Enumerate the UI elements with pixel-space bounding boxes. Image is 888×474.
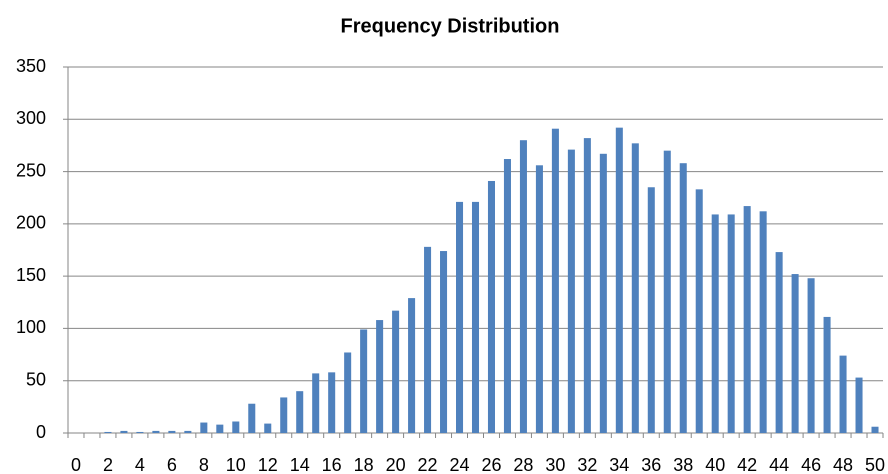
y-tick-label: 300 [16, 108, 46, 128]
y-tick-label: 200 [16, 213, 46, 233]
bar [599, 153, 607, 433]
x-tick-label: 6 [167, 455, 177, 474]
bar [200, 422, 208, 433]
bar [487, 180, 495, 433]
bar [216, 424, 224, 433]
x-tick-label: 36 [641, 455, 661, 474]
x-tick-label: 32 [577, 455, 597, 474]
bar [871, 426, 879, 433]
x-tick-label: 14 [290, 455, 310, 474]
bar [408, 298, 416, 433]
x-tick-label: 18 [354, 455, 374, 474]
bar [535, 165, 543, 433]
x-tick-label: 38 [673, 455, 693, 474]
bar [631, 143, 639, 433]
bar [344, 352, 352, 433]
x-tick-label: 34 [609, 455, 629, 474]
bar [583, 138, 591, 433]
chart-title: Frequency Distribution [341, 15, 560, 37]
x-tick-label: 0 [71, 455, 81, 474]
bar [328, 372, 336, 433]
x-tick-label: 44 [769, 455, 789, 474]
x-tick-label: 12 [258, 455, 278, 474]
y-tick-label: 0 [36, 422, 46, 442]
x-tick-label: 24 [450, 455, 470, 474]
x-tick-label: 16 [322, 455, 342, 474]
x-tick-label: 42 [737, 455, 757, 474]
bar [392, 310, 400, 433]
y-tick-label: 350 [16, 56, 46, 76]
bar [743, 206, 751, 433]
x-tick-label: 46 [801, 455, 821, 474]
bar [727, 214, 735, 433]
x-tick-label: 30 [545, 455, 565, 474]
x-tick-label: 8 [199, 455, 209, 474]
bar [168, 430, 176, 433]
bar [312, 373, 320, 433]
bar [711, 214, 719, 433]
bar [839, 355, 847, 433]
bar [264, 423, 272, 433]
bar [759, 211, 767, 433]
y-tick-label: 50 [26, 369, 46, 389]
bar [471, 201, 480, 433]
bar [791, 274, 799, 433]
bar [360, 329, 368, 433]
x-tick-label: 22 [418, 455, 438, 474]
bar [104, 431, 112, 433]
x-tick-label: 20 [386, 455, 406, 474]
bar [248, 403, 256, 433]
x-tick-label: 48 [833, 455, 853, 474]
x-tick-label: 10 [226, 455, 246, 474]
bar [823, 316, 831, 433]
bar [152, 430, 160, 433]
y-tick-label: 150 [16, 265, 46, 285]
y-tick-label: 250 [16, 160, 46, 180]
bar [647, 187, 655, 433]
bar [120, 430, 128, 433]
bar [232, 421, 240, 433]
bar [551, 128, 559, 433]
bar [695, 189, 703, 433]
x-tick-label: 4 [135, 455, 145, 474]
bar [376, 320, 384, 433]
bar [775, 252, 783, 433]
bar [456, 201, 464, 433]
bar [567, 149, 575, 433]
x-tick-label: 26 [481, 455, 501, 474]
x-tick-label: 50 [865, 455, 885, 474]
bar [855, 377, 863, 433]
x-tick-label: 40 [705, 455, 725, 474]
y-tick-label: 100 [16, 317, 46, 337]
bar [807, 278, 815, 433]
bar [440, 251, 448, 433]
bar [184, 430, 192, 433]
bar [503, 159, 511, 433]
bar [424, 246, 432, 433]
bar [280, 397, 288, 433]
bar [615, 127, 623, 433]
bar [679, 163, 687, 433]
x-tick-label: 2 [103, 455, 113, 474]
bar [519, 140, 527, 433]
bar [296, 391, 304, 433]
bar [663, 150, 671, 433]
bar [136, 431, 144, 433]
x-tick-label: 28 [513, 455, 533, 474]
